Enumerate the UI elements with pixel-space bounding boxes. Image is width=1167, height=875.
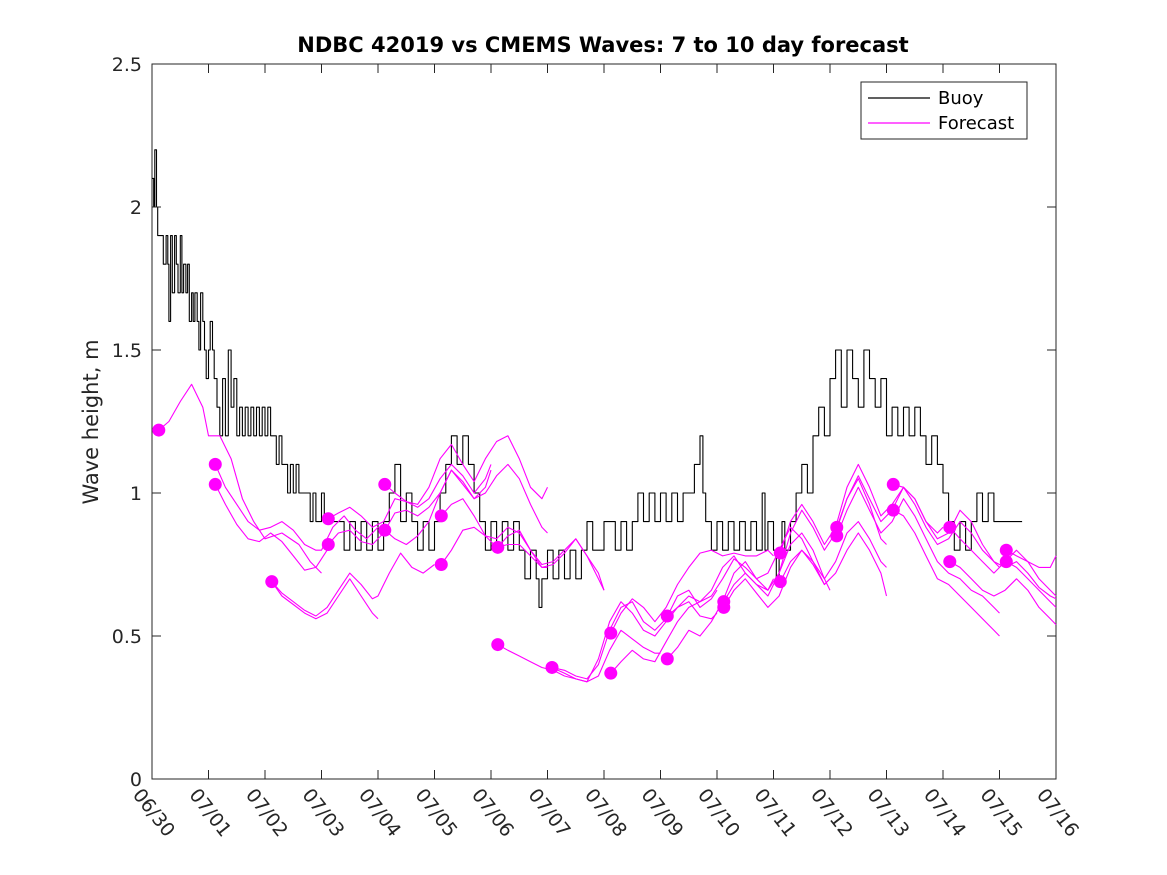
y-tick-label: 2.5	[112, 54, 142, 76]
y-tick-label: 1	[130, 483, 142, 505]
series-layer	[152, 149, 1057, 683]
forecast-series-line	[328, 463, 492, 528]
forecast-series-line	[271, 578, 379, 620]
forecast-start-marker	[321, 537, 335, 551]
forecast-series-line	[949, 561, 1057, 625]
forecast-start-marker	[491, 540, 505, 554]
forecast-series-line	[666, 532, 831, 660]
forecast-series-line	[893, 483, 1057, 600]
forecast-start-marker	[378, 477, 392, 491]
forecast-start-marker	[886, 477, 900, 491]
forecast-series-line	[836, 486, 1000, 614]
forecast-start-marker	[943, 555, 957, 569]
forecast-series-line	[836, 475, 1000, 568]
forecast-series-line	[779, 532, 888, 597]
forecast-series-line	[214, 484, 328, 571]
forecast-start-marker	[491, 638, 505, 652]
forecast-series-line	[893, 509, 1000, 637]
y-tick-label: 1.5	[112, 340, 142, 362]
forecast-series-line	[214, 464, 379, 551]
buoy-series-line	[152, 149, 1023, 608]
forecast-series-line	[551, 601, 718, 683]
forecast-start-marker	[604, 626, 618, 640]
legend: Buoy Forecast	[860, 81, 1028, 140]
chart-title: NDBC 42019 vs CMEMS Waves: 7 to 10 day f…	[297, 33, 908, 57]
axes-box	[151, 63, 1057, 780]
forecast-start-marker	[434, 509, 448, 523]
forecast-start-marker	[208, 457, 222, 471]
plot-area	[151, 63, 1057, 780]
y-axis-label: Wave height, m	[79, 339, 103, 504]
forecast-series-line	[723, 478, 887, 602]
forecast-start-marker	[773, 575, 787, 589]
forecast-series-line	[1006, 549, 1057, 568]
forecast-start-marker	[999, 555, 1013, 569]
forecast-start-marker	[545, 660, 559, 674]
forecast-start-marker	[830, 529, 844, 543]
forecast-start-marker	[717, 600, 731, 614]
forecast-series-line	[158, 383, 322, 574]
y-tick-label: 0	[130, 769, 142, 791]
y-tick-label: 2	[130, 197, 142, 219]
forecast-series-line	[723, 521, 887, 608]
forecast-start-marker	[378, 523, 392, 537]
forecast-start-marker	[434, 558, 448, 571]
forecast-series-line	[666, 526, 831, 617]
y-tick-label: 0.5	[112, 626, 142, 648]
forecast-start-marker	[943, 520, 957, 534]
forecast-start-marker	[773, 546, 787, 560]
legend-label: Buoy	[938, 88, 984, 109]
forecast-start-marker	[660, 652, 674, 666]
forecast-start-marker	[886, 503, 900, 517]
legend-label: Forecast	[938, 113, 1014, 134]
forecast-series-line	[610, 549, 774, 634]
forecast-start-marker	[152, 423, 166, 437]
forecast-series-line	[271, 552, 435, 617]
y-axis: 0 0.5 1 1.5 2 2.5	[112, 54, 1056, 791]
forecast-start-marker	[208, 477, 222, 491]
forecast-series-line	[327, 469, 492, 546]
forecast-series-line	[1006, 561, 1057, 608]
forecast-start-marker	[660, 609, 674, 623]
forecast-start-marker	[604, 666, 618, 680]
forecast-start-marker	[999, 543, 1013, 557]
forecast-series-line	[384, 435, 548, 505]
forecast-start-marker	[321, 512, 335, 526]
legend-box	[860, 81, 1028, 140]
forecast-start-marker	[265, 575, 279, 589]
forecast-series-line	[384, 463, 548, 546]
marker-layer	[152, 423, 1013, 680]
forecast-series-line	[497, 529, 605, 591]
